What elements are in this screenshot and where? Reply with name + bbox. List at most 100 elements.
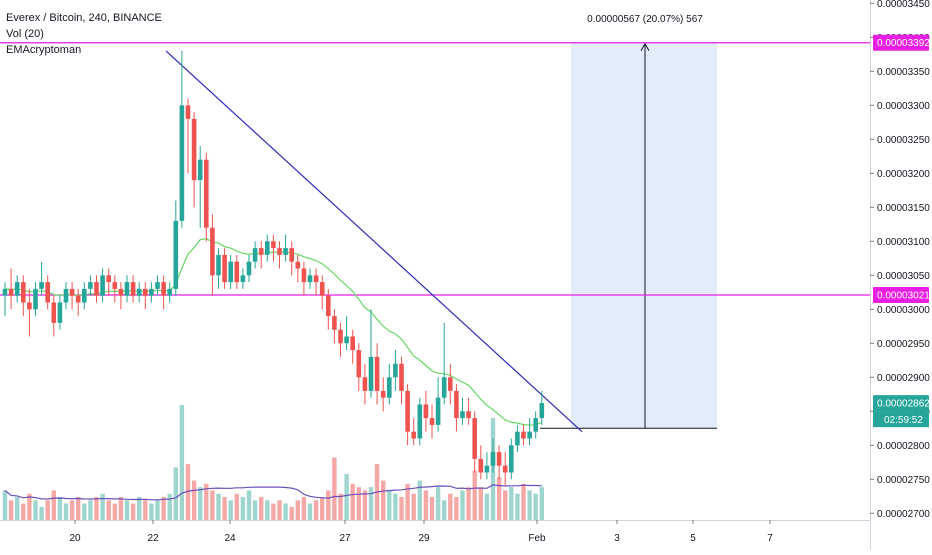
candle-body xyxy=(8,288,14,296)
volume-bar xyxy=(216,493,221,520)
volume-bar xyxy=(76,497,81,520)
volume-bar xyxy=(240,497,246,520)
candle-body xyxy=(167,288,172,296)
time-axis[interactable]: 20 22 24 27 29 Feb 3 5 7 xyxy=(69,520,773,544)
candle-body xyxy=(448,377,453,391)
candle-body xyxy=(130,282,136,296)
volume-bar xyxy=(155,500,160,520)
candle-body xyxy=(51,302,57,323)
measure-fill xyxy=(571,42,717,429)
volume-bar xyxy=(57,497,63,520)
candle-body xyxy=(319,282,325,296)
volume-bar xyxy=(246,490,252,520)
legend-indicator[interactable]: EMAcryptoman xyxy=(6,44,82,56)
candle-body xyxy=(210,227,215,276)
candle-body xyxy=(185,105,191,119)
candle-body xyxy=(88,282,93,289)
volume-bar xyxy=(533,493,538,520)
x-tick-label: 5 xyxy=(690,533,696,544)
volume-bar xyxy=(405,483,410,520)
candle-body xyxy=(94,282,99,296)
candle-body xyxy=(173,220,179,289)
candle-body xyxy=(295,261,301,269)
volume-bar xyxy=(82,503,87,520)
candle-body xyxy=(289,248,294,262)
y-tick-label: 0.00003250 xyxy=(877,135,930,146)
volume-bar xyxy=(33,500,38,520)
price-tag-label: 0.00002862 xyxy=(877,399,930,410)
volume-bar xyxy=(259,497,264,520)
candle-body xyxy=(69,288,75,296)
volume-bar xyxy=(326,490,331,520)
price-axis[interactable]: 0.000034500.000034000.000033500.00003300… xyxy=(870,0,930,520)
candle-body xyxy=(283,248,288,255)
candle-body xyxy=(338,329,343,344)
candle-body xyxy=(39,282,44,289)
candle-body xyxy=(27,302,32,310)
candle-body xyxy=(466,411,471,419)
price-tags: 0.00003392 0.00003021 0.00002862 02:59:52 xyxy=(873,34,930,428)
volume-bar xyxy=(307,503,313,520)
y-tick-label: 0.00002700 xyxy=(877,509,930,520)
candle-body xyxy=(313,275,319,283)
volume-bar xyxy=(478,487,483,520)
candle-body xyxy=(527,431,532,439)
candle-body xyxy=(509,445,514,473)
volume-bar xyxy=(210,490,215,520)
candle-body xyxy=(484,465,490,473)
volume-bar xyxy=(411,493,416,520)
volume-bar xyxy=(423,490,429,520)
y-tick-label: 0.00002900 xyxy=(877,373,930,384)
candle-body xyxy=(240,275,246,283)
legend-volume[interactable]: Vol (20) xyxy=(6,28,44,40)
candle-body xyxy=(332,316,337,330)
volume-bar xyxy=(393,493,398,520)
volume-bar xyxy=(45,500,50,520)
candle-body xyxy=(539,403,545,419)
candle-body xyxy=(124,282,130,296)
candle-body xyxy=(478,458,484,473)
volume-bar xyxy=(100,493,105,520)
volume-bar xyxy=(460,490,465,520)
candle-body xyxy=(204,159,209,228)
volume-bar xyxy=(69,500,75,520)
candle-body xyxy=(222,254,227,283)
volume-bar xyxy=(94,497,99,520)
legend-symbol[interactable]: Everex / Bitcoin, 240, BINANCE xyxy=(6,12,162,24)
candle-body xyxy=(161,282,166,296)
price-tag-label: 0.00003392 xyxy=(877,38,930,49)
volume-bar xyxy=(277,500,282,520)
volume-bar xyxy=(521,483,526,520)
volume-bar xyxy=(204,483,209,520)
candle-body xyxy=(496,452,502,466)
candle-body xyxy=(441,377,447,398)
candle-body xyxy=(454,390,459,419)
candle-body xyxy=(216,254,221,276)
volume-bar xyxy=(503,490,508,520)
trendline[interactable] xyxy=(165,50,583,433)
volume-bar xyxy=(228,500,233,520)
plot-background xyxy=(0,0,871,550)
candle-body xyxy=(246,261,252,276)
volume-bar xyxy=(350,483,355,520)
volume-bar xyxy=(454,497,459,520)
x-tick-label: Feb xyxy=(528,533,546,544)
volume-bar xyxy=(21,503,26,520)
volume-bar xyxy=(8,500,14,520)
volume-bar xyxy=(198,487,203,520)
candle-body xyxy=(155,282,160,289)
candle-body xyxy=(307,275,313,283)
price-tag-box xyxy=(873,287,929,304)
y-tick-label: 0.00003200 xyxy=(877,169,930,180)
x-tick-label: 27 xyxy=(339,533,351,544)
candle-body xyxy=(411,431,416,439)
candle-body xyxy=(387,377,392,398)
volume-bar xyxy=(161,497,166,520)
volume-bar xyxy=(435,487,441,520)
price-tag-label: 0.00003021 xyxy=(877,291,930,302)
candle-body xyxy=(417,404,423,439)
candle-body xyxy=(423,404,429,419)
measure-box[interactable] xyxy=(540,42,717,429)
